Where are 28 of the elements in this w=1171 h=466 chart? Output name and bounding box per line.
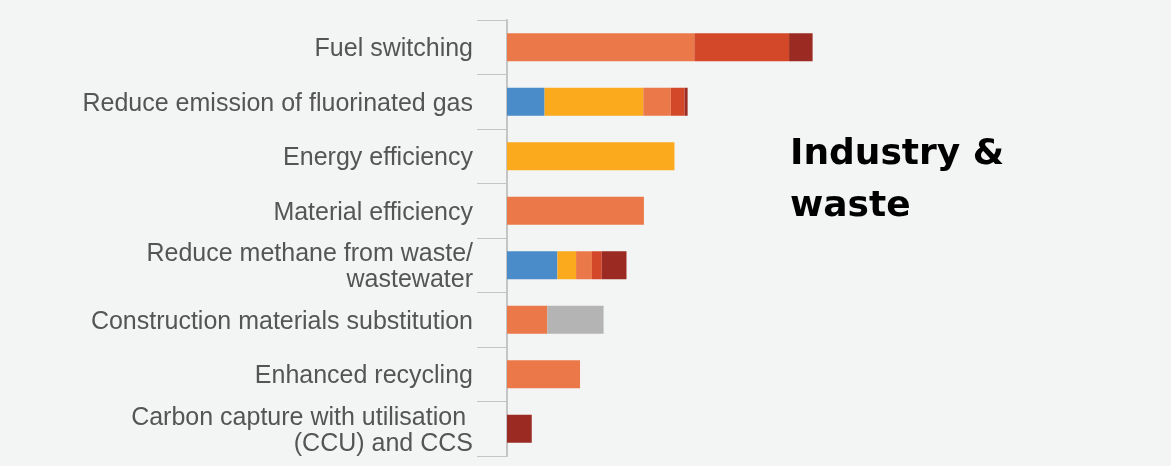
annotation: Industry & waste [790, 130, 1017, 224]
bar [601, 251, 627, 280]
bar [643, 87, 671, 116]
bar [670, 87, 685, 116]
bar [789, 33, 813, 62]
bar [507, 305, 548, 334]
bar [507, 414, 532, 443]
y-tick-label: Reduce emission of fluorinated gas [82, 87, 473, 116]
y-tick-label: Reduce methane from waste/wastewater [146, 238, 474, 293]
bar [507, 33, 695, 62]
y-tick-label: Construction materials substitution [90, 305, 473, 334]
bar [694, 33, 790, 62]
bar [507, 196, 644, 225]
bar [547, 305, 604, 334]
y-tick-label: Material efficiency [273, 196, 474, 225]
y-tick-label: Carbon capture with utilisation (CCU) and CCS [131, 401, 473, 456]
bar [507, 142, 675, 171]
y-tick-label: Fuel switching [314, 33, 473, 62]
bar [684, 87, 688, 116]
bar [507, 87, 545, 116]
bar [544, 87, 644, 116]
bar [507, 360, 581, 389]
bar [576, 251, 592, 280]
y-tick-label: Energy efficiency [283, 142, 474, 171]
y-tick-label: Enhanced recycling [254, 360, 473, 389]
bar [557, 251, 577, 280]
bar [507, 251, 558, 280]
bar [591, 251, 602, 280]
